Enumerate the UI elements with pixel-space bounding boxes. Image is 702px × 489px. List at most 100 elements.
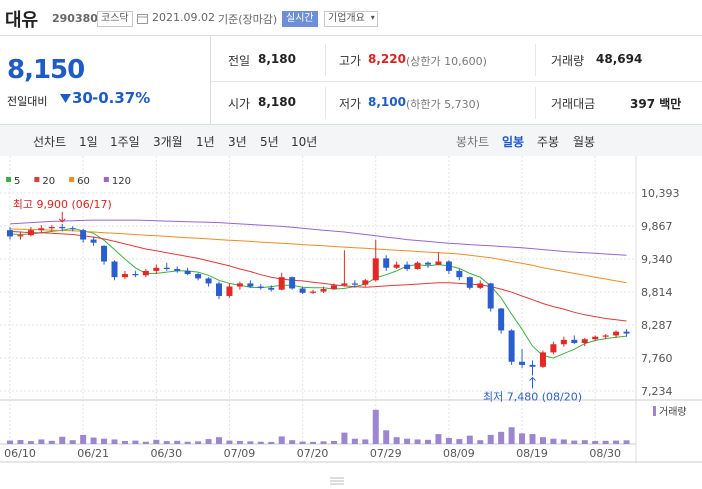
volume-bar [592, 440, 599, 444]
tab[interactable]: 1주일 [110, 135, 140, 149]
x-tick-label: 07/09 [224, 447, 256, 460]
volume-bar [278, 436, 285, 444]
tab[interactable]: 3년 [228, 135, 247, 149]
volume-bar [257, 441, 264, 444]
date: 2021.09.02 [152, 11, 215, 24]
volume-bar [216, 437, 222, 444]
x-tick-label: 07/29 [370, 447, 402, 460]
candle-body [560, 339, 567, 345]
volume-bar [498, 431, 505, 444]
volume-bar [111, 439, 118, 444]
y-tick-label: 7,760 [641, 352, 673, 365]
volume-bar [142, 441, 149, 444]
tab[interactable]: 월봉 [573, 135, 596, 149]
summary-value: 8,100 [368, 95, 406, 109]
tab-active[interactable]: 일봉 [502, 135, 525, 149]
tab[interactable]: 10년 [291, 135, 318, 149]
volume-bar [341, 432, 348, 444]
summary-note: (하한가 5,730) [406, 98, 480, 111]
volume-bar [90, 437, 97, 444]
candle-body [184, 270, 191, 275]
ma-line [9, 230, 627, 322]
volume-bar [456, 439, 463, 444]
summary-note: (상한가 10,600) [406, 55, 487, 68]
legend-label: 5 [14, 176, 20, 187]
volume-bar [425, 439, 431, 444]
candle-body [435, 261, 442, 265]
candle-body [529, 364, 536, 367]
candle-body [205, 278, 212, 284]
resize-handle[interactable] [330, 477, 344, 485]
calendar-icon [137, 14, 148, 24]
price-change: 30 [72, 89, 93, 107]
volume-bar [383, 430, 390, 444]
candle-body [393, 264, 400, 268]
volume-bar [27, 441, 34, 444]
summary-label: 거래대금 [551, 97, 596, 111]
candle-body [372, 258, 379, 281]
candle-body [38, 228, 45, 231]
divider [210, 36, 211, 124]
tab[interactable]: 1년 [196, 135, 215, 149]
divider [535, 87, 536, 119]
summary-value: 8,180 [258, 95, 296, 109]
candle-body [445, 261, 452, 271]
tab[interactable]: 주봉 [537, 135, 560, 149]
chart: 거래량 7,234 7,760 8,287 8,814 9,340 9,867 10,393… [0, 156, 702, 489]
x-tick-label: 06/21 [77, 447, 109, 460]
volume-bar [477, 440, 484, 444]
x-tick-label: 08/19 [516, 447, 548, 460]
volume-bar [17, 440, 24, 444]
company-info-button[interactable]: 기업개요 ▾ [324, 11, 378, 27]
tab[interactable]: 1일 [79, 135, 98, 149]
legend-swatch [103, 177, 109, 182]
max-annotation: 최고 9,900 (06/17) [13, 198, 112, 211]
volume-bar [299, 441, 306, 444]
volume-bar [393, 437, 400, 444]
summary-value: 8,220 [368, 52, 406, 66]
y-tick-label: 9,867 [641, 220, 673, 233]
candle-body [456, 270, 463, 278]
candle-body [216, 283, 222, 296]
volume-bar [404, 438, 411, 444]
volume-bar [320, 441, 327, 444]
candle-body [383, 258, 390, 268]
volume-bar [466, 435, 473, 444]
candle-body [623, 331, 630, 334]
max-arrow [58, 211, 66, 223]
candle-body [414, 262, 421, 270]
stock-code: 290380 [52, 12, 98, 25]
volume-bar [539, 437, 546, 444]
y-tick-label: 7,234 [641, 385, 673, 398]
volume-bar [195, 441, 202, 444]
tab-label[interactable]: 봉차트 [456, 135, 490, 149]
candle-body [362, 280, 369, 285]
candle-body [174, 269, 181, 271]
volume-bar [550, 438, 557, 444]
candle-body [613, 331, 620, 336]
volume-bar [69, 440, 76, 444]
candle-body [351, 283, 358, 285]
candle-body [425, 262, 431, 265]
volume-bar [602, 440, 609, 444]
volume-bar [153, 439, 160, 444]
candle-body [404, 264, 411, 270]
x-tick-label: 08/30 [589, 447, 621, 460]
y-tick-label: 8,814 [641, 286, 673, 299]
volume-bar [310, 441, 317, 444]
y-tick-label: 9,340 [641, 253, 673, 266]
tab[interactable]: 3개월 [153, 135, 183, 149]
tab[interactable]: 5년 [260, 135, 279, 149]
realtime-button[interactable]: 실시간 [282, 11, 318, 27]
volume-bar [163, 441, 170, 444]
volume-bar [571, 440, 578, 444]
candle-body [80, 230, 87, 240]
volume-bar [613, 440, 620, 444]
candle-body [299, 288, 306, 293]
volume-bar [59, 436, 66, 444]
candle-body [508, 330, 515, 362]
candle-body [310, 291, 317, 293]
candle-body [101, 245, 108, 262]
tab-label[interactable]: 선차트 [33, 135, 67, 149]
